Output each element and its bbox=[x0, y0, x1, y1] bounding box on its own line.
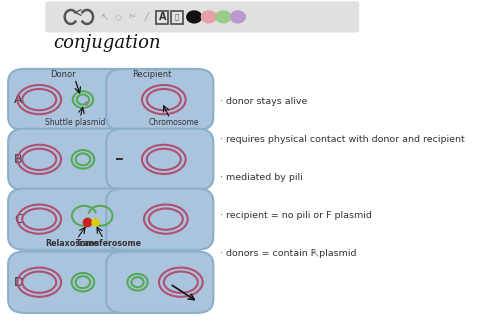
FancyBboxPatch shape bbox=[106, 69, 213, 130]
Circle shape bbox=[186, 10, 202, 24]
Text: Relaxosome: Relaxosome bbox=[45, 238, 99, 248]
Text: Chromosome: Chromosome bbox=[149, 118, 199, 127]
Text: ↖: ↖ bbox=[100, 12, 108, 22]
Text: ✂: ✂ bbox=[129, 12, 136, 22]
Text: Transferosome: Transferosome bbox=[76, 238, 142, 248]
Text: ◇: ◇ bbox=[115, 12, 122, 22]
Text: ⛰: ⛰ bbox=[175, 14, 179, 20]
FancyBboxPatch shape bbox=[8, 129, 133, 190]
Text: C: C bbox=[14, 212, 23, 226]
FancyBboxPatch shape bbox=[8, 252, 133, 313]
Text: A: A bbox=[14, 93, 23, 106]
FancyBboxPatch shape bbox=[45, 1, 359, 33]
Text: ↖: ↖ bbox=[312, 249, 320, 259]
Text: · requires physical contact with donor and recipient: · requires physical contact with donor a… bbox=[220, 135, 465, 144]
FancyBboxPatch shape bbox=[106, 129, 213, 190]
Text: Donor: Donor bbox=[50, 70, 75, 79]
Text: /: / bbox=[144, 12, 148, 22]
Text: · mediated by pili: · mediated by pili bbox=[220, 173, 303, 182]
FancyBboxPatch shape bbox=[8, 69, 133, 130]
Text: B: B bbox=[14, 153, 23, 166]
Text: Recipient: Recipient bbox=[132, 70, 171, 79]
Circle shape bbox=[201, 10, 217, 24]
FancyBboxPatch shape bbox=[8, 189, 133, 250]
FancyBboxPatch shape bbox=[106, 189, 213, 250]
Text: conjugation: conjugation bbox=[53, 34, 161, 52]
Text: · donor stays alive: · donor stays alive bbox=[220, 97, 308, 106]
Text: A: A bbox=[158, 12, 166, 22]
Text: Shuttle plasmid: Shuttle plasmid bbox=[45, 118, 105, 127]
Text: · donors = contain F plasmid: · donors = contain F plasmid bbox=[220, 249, 357, 259]
Circle shape bbox=[215, 10, 231, 24]
Circle shape bbox=[230, 10, 246, 24]
Text: D: D bbox=[13, 276, 23, 289]
FancyBboxPatch shape bbox=[106, 252, 213, 313]
Text: · recipient = no pili or F plasmid: · recipient = no pili or F plasmid bbox=[220, 211, 372, 220]
